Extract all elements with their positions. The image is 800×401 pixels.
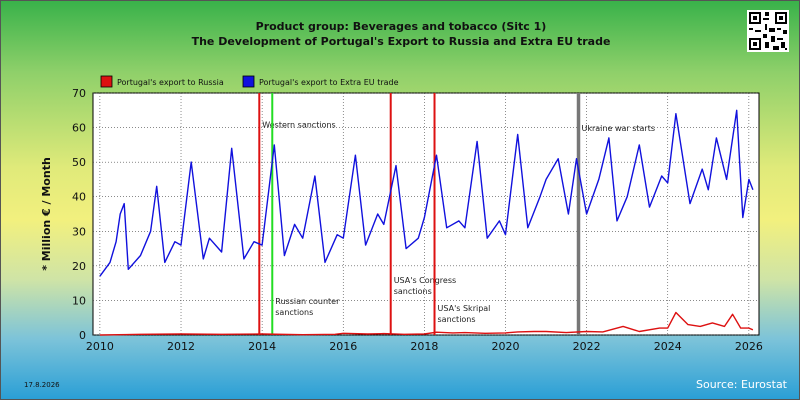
event-lines: Western sanctions Russian counter sanction… [258, 93, 656, 335]
y-tick-label: 10 [72, 294, 86, 307]
event-label: USA's Congress sanctions [394, 276, 456, 296]
legend-label: Portugal's export to Extra EU trade [259, 78, 399, 87]
x-tick-labels: 2010 2012 2014 2016 2018 2020 2022 2024 2026 [86, 340, 763, 353]
y-tick-label: 0 [79, 329, 86, 342]
x-tick-label: 2016 [329, 340, 357, 353]
x-tick-label: 2018 [410, 340, 438, 353]
legend-label: Portugal's export to Russia [117, 78, 224, 87]
y-tick-label: 50 [72, 156, 86, 169]
x-tick-label: 2010 [86, 340, 114, 353]
title-line-2: The Development of Portugal's Export to … [191, 35, 611, 48]
legend-swatch [100, 75, 113, 88]
y-tick-label: 70 [72, 87, 86, 100]
x-tick-label: 2012 [167, 340, 195, 353]
y-tick-labels: 0 10 20 30 40 50 60 70 [72, 87, 86, 342]
event-label: USA's Skripal sanctions [438, 304, 491, 324]
x-tick-label: 2024 [654, 340, 682, 353]
x-tick-label: 2022 [573, 340, 601, 353]
y-tick-label: 20 [72, 260, 86, 273]
chart-title: Product group: Beverages and tobacco (Si… [1, 19, 800, 49]
footer-date: 17.8.2026 [24, 381, 60, 389]
plot-area [92, 92, 760, 336]
event-label: Western sanctions [262, 121, 335, 130]
y-tick-label: 60 [72, 122, 86, 135]
event-label: Russian counter sanctions [275, 297, 340, 317]
x-tick-label: 2026 [735, 340, 763, 353]
series-line [99, 109, 754, 277]
legend: Portugal's export to Russia Portugal's ex… [100, 75, 399, 88]
footer-source: Source: Eurostat [695, 378, 787, 391]
title-line-1: Product group: Beverages and tobacco (Si… [255, 20, 547, 33]
legend-swatch [242, 75, 255, 88]
y-tick-label: 40 [72, 191, 86, 204]
data-series [99, 109, 754, 336]
series-line [99, 311, 754, 336]
qr-code-icon [747, 10, 789, 52]
x-tick-label: 2014 [248, 340, 276, 353]
y-tick-label: 30 [72, 225, 86, 238]
y-axis-label: * Million € / Month [40, 157, 53, 271]
x-tick-label: 2020 [491, 340, 519, 353]
event-label: Ukraine war starts [582, 124, 656, 133]
